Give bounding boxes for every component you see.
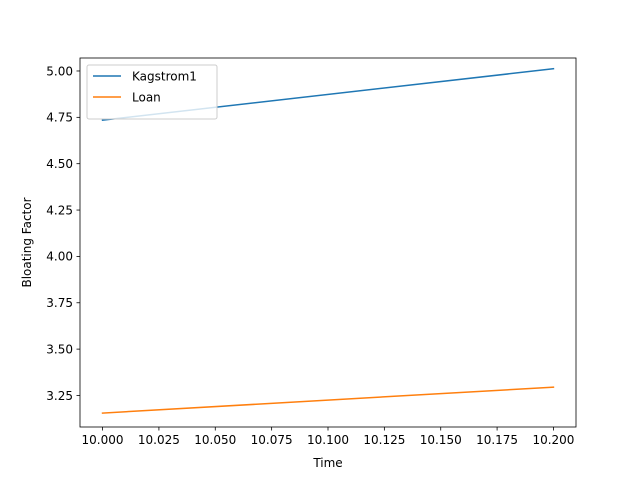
x-tick-label: 10.025 <box>138 433 180 447</box>
y-tick-label: 3.75 <box>46 296 73 310</box>
x-tick-label: 10.100 <box>307 433 349 447</box>
y-tick-label: 4.75 <box>46 111 73 125</box>
x-tick-label: 10.050 <box>194 433 236 447</box>
x-tick-label: 10.200 <box>532 433 574 447</box>
x-tick-label: 10.175 <box>476 433 518 447</box>
x-tick-label: 10.000 <box>82 433 124 447</box>
y-tick-label: 5.00 <box>46 64 73 78</box>
y-tick-label: 4.25 <box>46 203 73 217</box>
y-tick-label: 4.00 <box>46 250 73 264</box>
legend-label-kagstrom1: Kagstrom1 <box>132 69 197 83</box>
y-tick-label: 3.50 <box>46 342 73 356</box>
series-line-loan <box>101 386 555 414</box>
x-tick-label: 10.150 <box>420 433 462 447</box>
legend-box <box>86 64 218 120</box>
x-tick-label: 10.125 <box>363 433 405 447</box>
legend: Kagstrom1 Loan <box>86 64 218 120</box>
y-tick-label: 4.50 <box>46 157 73 171</box>
ticks-layer: 10.000 10.025 10.050 10.075 10.100 10.125 10.1… <box>46 64 574 447</box>
legend-label-loan: Loan <box>132 90 161 104</box>
x-tick-label: 10.075 <box>251 433 293 447</box>
x-axis-label: Time <box>312 456 342 470</box>
y-tick-label: 3.25 <box>46 389 73 403</box>
y-axis-label: Bloating Factor <box>20 197 34 287</box>
